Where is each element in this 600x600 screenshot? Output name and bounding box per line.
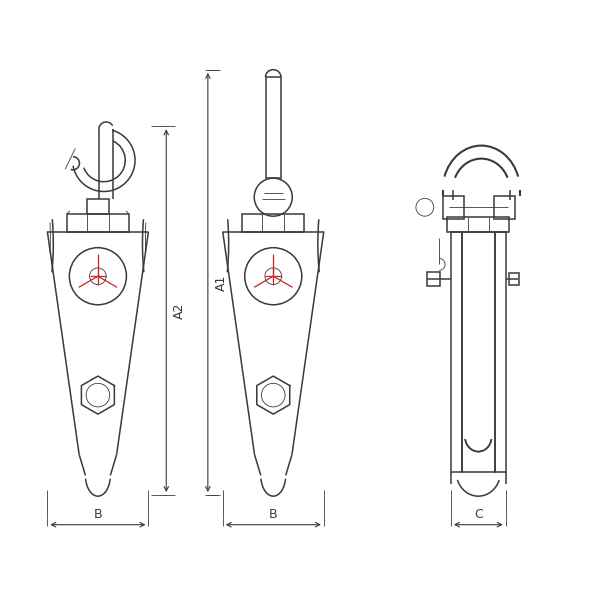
Text: B: B [269, 508, 278, 520]
Text: A1: A1 [215, 274, 228, 290]
Bar [87, 199, 109, 214]
Bar [494, 196, 515, 218]
Bar [448, 217, 509, 232]
Bar [67, 214, 129, 232]
Bar [461, 232, 495, 472]
Bar [242, 214, 304, 232]
Bar [495, 232, 506, 472]
Bar [451, 232, 461, 472]
Text: C: C [474, 508, 483, 520]
Text: A2: A2 [173, 302, 187, 319]
Text: B: B [94, 508, 102, 520]
Bar [427, 272, 440, 286]
Bar [443, 196, 464, 218]
Bar [266, 77, 281, 178]
Bar [509, 273, 520, 285]
